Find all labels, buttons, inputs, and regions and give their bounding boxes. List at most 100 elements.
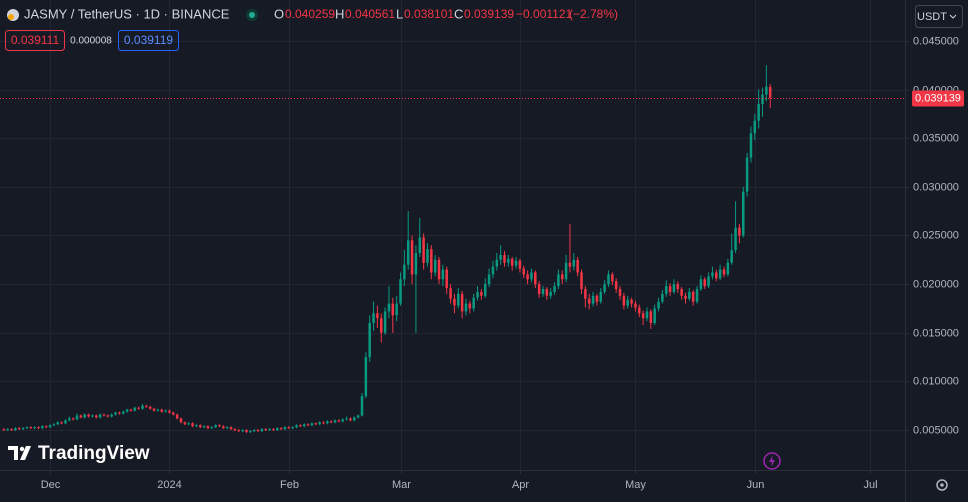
candle-body <box>541 289 545 294</box>
y-tick-label: 0.045000 <box>913 35 959 47</box>
candle-body <box>537 284 541 294</box>
candle-body <box>71 418 75 420</box>
legend-high: 0.040561 <box>345 7 395 21</box>
candle-body <box>491 266 495 275</box>
candle-body <box>691 291 695 302</box>
candle-body <box>653 308 656 324</box>
candle-body <box>202 426 206 428</box>
candle-body <box>249 431 252 433</box>
candle-body <box>214 425 217 428</box>
candle-body <box>514 260 518 266</box>
candle-body <box>329 421 333 423</box>
candle-body <box>102 414 106 416</box>
candle-body <box>561 274 564 280</box>
candles <box>2 65 772 434</box>
candle-body <box>387 303 391 312</box>
candle-body <box>430 249 433 273</box>
candle-body <box>6 429 9 431</box>
candle-body <box>487 274 491 285</box>
legend-low: 0.038101 <box>404 7 454 21</box>
y-tick-label: 0.035000 <box>913 132 959 144</box>
candle-body <box>25 427 29 429</box>
candle-body <box>641 313 645 319</box>
candle-body <box>353 417 356 421</box>
symbol-icon-dot <box>8 14 14 20</box>
candle-body <box>445 269 448 289</box>
candle-body <box>256 430 260 432</box>
candle-body <box>145 405 148 407</box>
candle-body <box>480 291 483 296</box>
candle-body <box>457 293 460 306</box>
candle-body <box>33 427 36 429</box>
candle-body <box>441 269 445 280</box>
candle-body <box>52 424 56 426</box>
settings-icon-core <box>940 483 944 487</box>
candle-body <box>237 430 241 432</box>
y-tick-label: 0.020000 <box>913 278 959 290</box>
candle-body <box>64 420 67 424</box>
currency-button[interactable] <box>915 5 963 28</box>
candle-body <box>645 311 649 319</box>
candle-body <box>503 254 506 263</box>
x-tick-label: Jul <box>863 479 877 491</box>
candle-body <box>495 259 499 267</box>
candle-body <box>614 281 618 290</box>
legend-high-label: H <box>335 6 344 21</box>
candle-body <box>534 272 537 285</box>
candle-body <box>553 286 556 292</box>
candle-body <box>268 429 271 431</box>
candle-body <box>141 405 144 409</box>
candle-body <box>349 418 352 421</box>
x-tick-label: Dec <box>41 479 61 491</box>
candle-body <box>668 286 672 292</box>
candle-body <box>510 258 514 266</box>
candle-body <box>187 423 190 425</box>
candle-body <box>622 295 626 306</box>
overlay: 0.039139 <box>0 90 964 107</box>
candle-body <box>245 430 248 433</box>
candle-body <box>225 427 229 429</box>
candle-body <box>399 279 402 304</box>
candle-body <box>707 276 710 287</box>
candle-body <box>168 410 171 413</box>
candle-body <box>10 429 13 431</box>
candle-body <box>672 284 676 292</box>
candle-body <box>114 412 117 415</box>
legend-change: −0.001121 <box>516 7 572 21</box>
candle-body <box>734 227 737 251</box>
candle-body <box>98 414 102 418</box>
candle-body <box>44 426 48 428</box>
candle-body <box>118 412 121 414</box>
candle-body <box>310 423 314 426</box>
candle-body <box>526 274 529 280</box>
candle-body <box>391 303 395 316</box>
settings-icon[interactable] <box>936 479 948 491</box>
candle-body <box>437 259 441 280</box>
watermark-logo-dot <box>19 446 25 452</box>
candle-body <box>584 289 587 299</box>
candle-body <box>680 289 683 296</box>
candle-body <box>356 415 360 418</box>
candle-body <box>742 191 745 236</box>
candle-body <box>715 272 718 279</box>
spread: 0.000008 <box>70 36 112 47</box>
candle-body <box>345 418 348 420</box>
candle-body <box>611 274 614 282</box>
candle-body <box>522 268 525 275</box>
buy-box[interactable] <box>118 30 179 51</box>
sell-box[interactable] <box>5 30 65 51</box>
watermark-logo <box>8 446 31 460</box>
symbol-title[interactable]: JASMY / TetherUS · 1D · BINANCE <box>24 6 230 21</box>
candle-body <box>37 427 40 429</box>
legend-open-label: O <box>274 6 284 21</box>
candle-body <box>160 409 163 412</box>
candle-body <box>587 298 591 304</box>
candle-body <box>738 227 741 236</box>
events-icon[interactable] <box>763 452 781 470</box>
candle-body <box>664 286 668 294</box>
bid-price: 0.039111 <box>11 33 60 47</box>
candle-body <box>638 307 641 314</box>
candle-body <box>403 264 406 280</box>
candle-body <box>156 409 160 411</box>
